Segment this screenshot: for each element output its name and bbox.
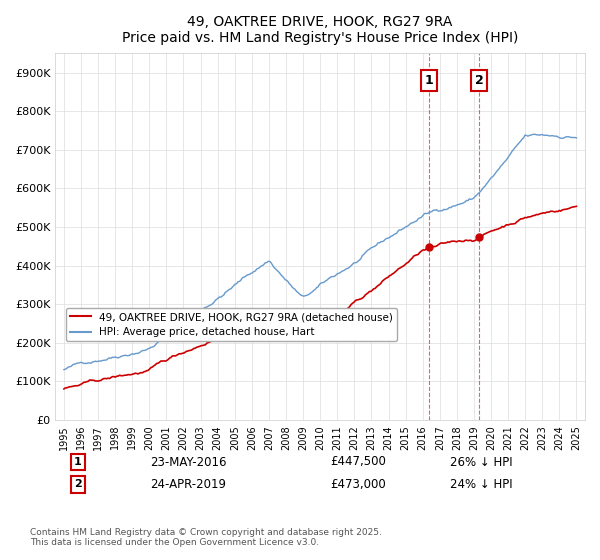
Text: 2: 2 (475, 74, 484, 87)
Text: 24% ↓ HPI: 24% ↓ HPI (450, 478, 512, 491)
Text: £473,000: £473,000 (330, 478, 386, 491)
Text: 26% ↓ HPI: 26% ↓ HPI (450, 455, 512, 469)
Text: 23-MAY-2016: 23-MAY-2016 (150, 455, 227, 469)
Title: 49, OAKTREE DRIVE, HOOK, RG27 9RA
Price paid vs. HM Land Registry's House Price : 49, OAKTREE DRIVE, HOOK, RG27 9RA Price … (122, 15, 518, 45)
Text: Contains HM Land Registry data © Crown copyright and database right 2025.
This d: Contains HM Land Registry data © Crown c… (30, 528, 382, 547)
Legend: 49, OAKTREE DRIVE, HOOK, RG27 9RA (detached house), HPI: Average price, detached: 49, OAKTREE DRIVE, HOOK, RG27 9RA (detac… (66, 308, 397, 342)
Text: 24-APR-2019: 24-APR-2019 (150, 478, 226, 491)
Text: £447,500: £447,500 (330, 455, 386, 469)
Text: 1: 1 (425, 74, 434, 87)
Text: 1: 1 (74, 457, 82, 467)
Text: 2: 2 (74, 479, 82, 489)
